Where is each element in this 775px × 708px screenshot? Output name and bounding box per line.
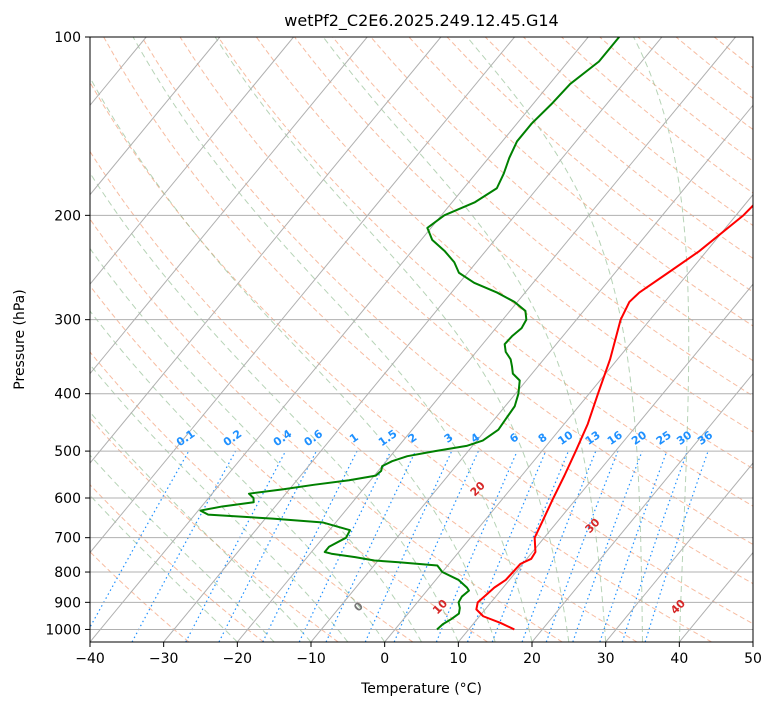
dry-adiabat-line	[90, 551, 190, 642]
isotherm-gridline	[384, 193, 753, 642]
y-tick-label: 200	[54, 208, 81, 224]
y-tick-label: 800	[54, 565, 81, 581]
x-tick-label: 50	[744, 651, 762, 667]
isotherm-gridline	[90, 37, 442, 464]
x-axis-label: Temperature (°C)	[360, 681, 482, 697]
dewpoint-profile-line	[199, 37, 620, 631]
mixing-ratio-line	[491, 450, 570, 642]
plot-frame	[89, 36, 754, 643]
dry-adiabat-line	[446, 37, 753, 293]
moist-adiabat-line	[214, 37, 570, 642]
grid-lines	[90, 37, 753, 642]
x-tick-label: −30	[149, 651, 179, 667]
x-tick-label: −10	[296, 651, 326, 667]
moist-adiabat-line	[90, 494, 238, 642]
moist-adiabat-line	[466, 37, 643, 642]
y-tick-label: 600	[54, 491, 81, 507]
isotherm-gridline	[605, 462, 753, 642]
moist-adiabat-line	[633, 37, 690, 642]
chart-title: wetPf2_C2E6.2025.249.12.45.G14	[284, 11, 558, 31]
dry-adiabat-line	[90, 417, 339, 642]
mixing-ratio-line	[325, 450, 417, 642]
x-tick-label: 10	[449, 651, 467, 667]
y-tick-label: 900	[54, 595, 81, 611]
y-axis-label: Pressure (hPa)	[12, 289, 28, 389]
dry-adiabat-line	[217, 37, 753, 507]
mixing-ratio-line	[621, 450, 688, 642]
isotherm-gridline	[90, 37, 221, 196]
moist-adiabat-line	[90, 363, 349, 642]
moist-adiabat-line	[132, 37, 533, 642]
y-tick-label: 300	[54, 313, 81, 329]
x-tick-label: 0	[380, 651, 389, 667]
isotherm-gridline	[90, 37, 294, 285]
x-tick-label: 30	[597, 651, 615, 667]
isotherm-gridline	[236, 37, 736, 642]
isotherm-gridline	[457, 283, 753, 642]
dry-adiabat-line	[294, 37, 753, 433]
dry-adiabat-line	[370, 37, 753, 362]
y-tick-label: 400	[54, 387, 81, 403]
series-lines	[199, 37, 753, 631]
isotherm-gridline	[90, 37, 589, 642]
y-tick-label: 500	[54, 444, 81, 460]
dry-adiabat-line	[90, 483, 264, 642]
dry-adiabat-line	[141, 37, 753, 585]
y-tick-label: 1000	[45, 622, 81, 638]
mixing-ratio-line	[298, 450, 392, 642]
moist-adiabat-line	[90, 454, 275, 642]
dry-adiabat-line	[90, 81, 712, 642]
x-tick-label: 20	[523, 651, 541, 667]
x-tick-label: −40	[75, 651, 105, 667]
dry-adiabat-line	[90, 284, 488, 642]
dry-adiabat-line	[103, 37, 753, 625]
moist-adiabat-line	[90, 247, 422, 642]
mixing-ratio-line	[262, 450, 358, 642]
mixing-ratio-line	[599, 450, 668, 642]
y-tick-label: 700	[54, 531, 81, 547]
isotherm-gridline	[163, 37, 663, 642]
isotherm-gridline	[531, 372, 753, 642]
x-tick-label: 40	[670, 651, 688, 667]
mixing-ratio-line	[521, 450, 597, 642]
dry-adiabat-line	[408, 37, 753, 327]
isotherm-gridline	[90, 37, 515, 554]
y-tick-label: 100	[54, 30, 81, 46]
isotherm-gridline	[310, 104, 753, 642]
temperature-profile-line	[475, 204, 753, 631]
moist-adiabat-line	[322, 37, 607, 642]
dry-adiabat-line	[255, 37, 753, 470]
isotherm-gridline	[90, 37, 368, 375]
dry-adiabat-line	[90, 218, 563, 642]
dry-adiabat-line	[90, 150, 638, 642]
moist-adiabat-line	[90, 172, 459, 642]
x-tick-label: −20	[223, 651, 253, 667]
axes: −40 −30 −20 −10 0 10 20 30 40 50 100 200 300 400 500 60…	[45, 30, 762, 667]
moist-adiabat-line	[90, 310, 386, 642]
